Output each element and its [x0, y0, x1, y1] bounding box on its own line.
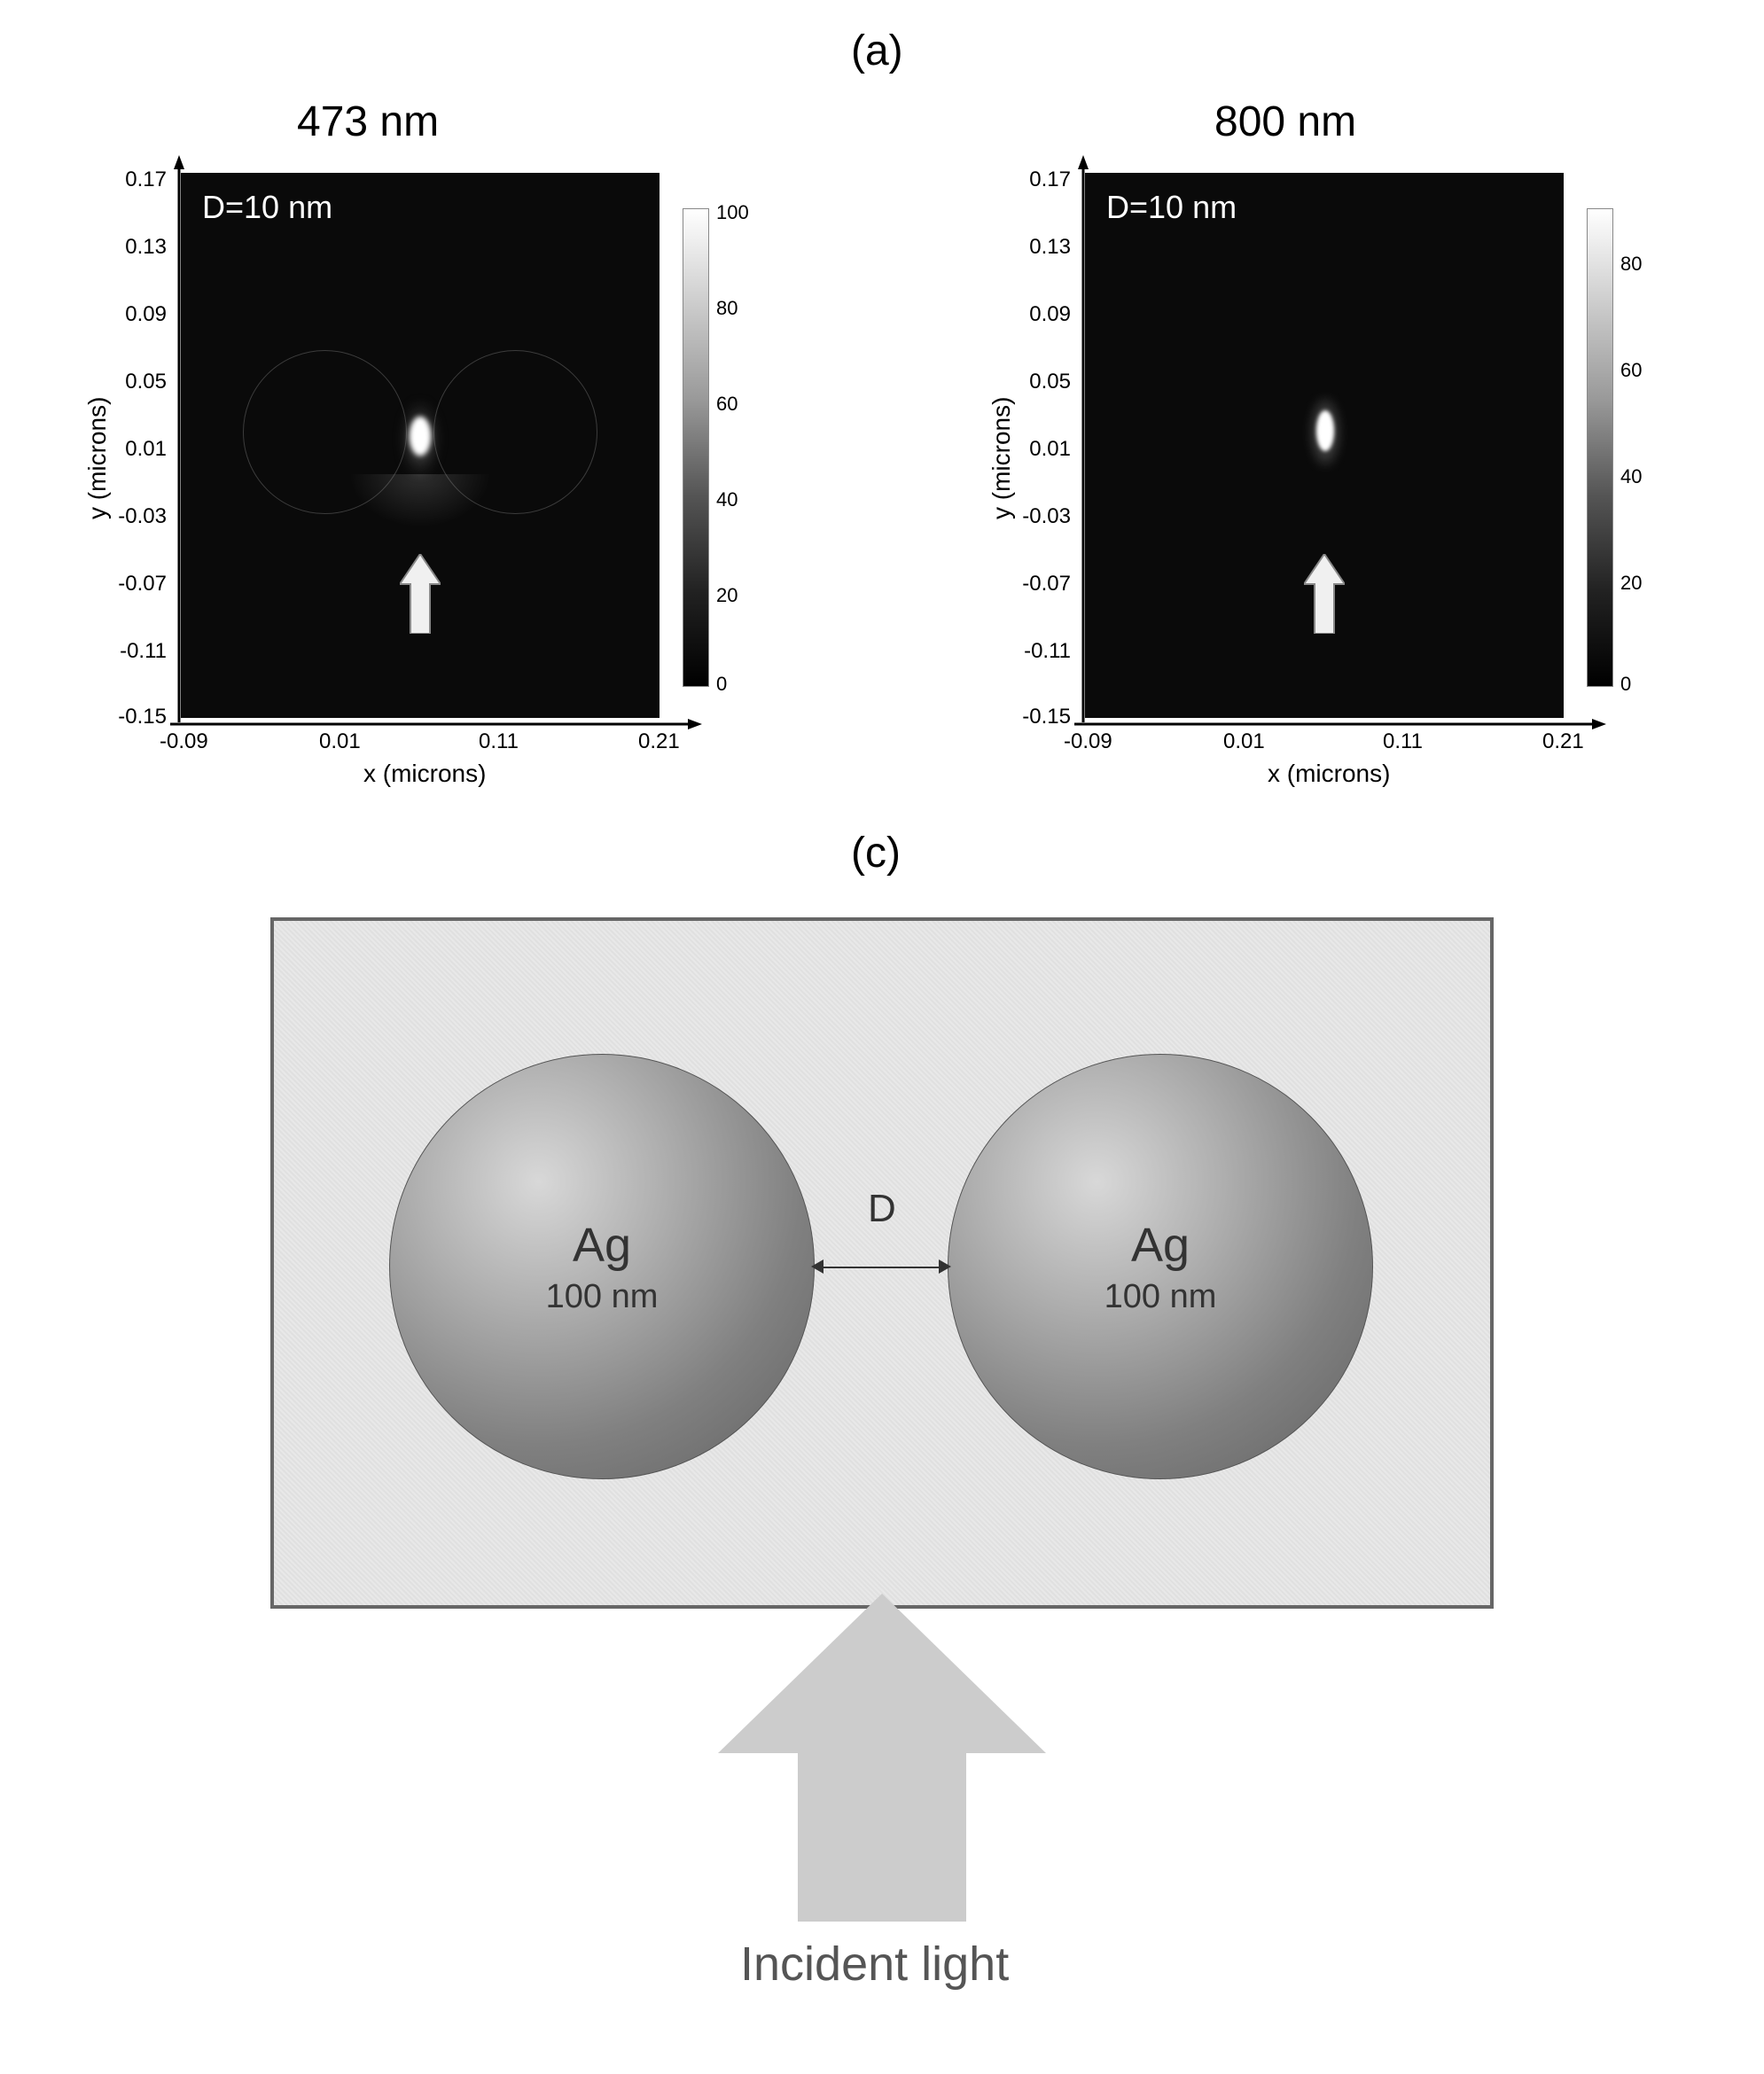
left-sphere-size: 100 nm — [546, 1278, 659, 1316]
up-arrow-icon — [400, 554, 441, 634]
ytick: 0.09 — [1029, 302, 1071, 327]
cbar-tick: 80 — [716, 297, 738, 320]
cbar-tick: 100 — [716, 201, 749, 224]
cbar-tick: 0 — [1620, 673, 1631, 696]
x-axis-arrow-icon — [170, 715, 702, 733]
xtick: -0.09 — [1064, 729, 1112, 754]
right-plot-area: D=10 nm — [1085, 173, 1564, 718]
panel-a-label: (a) — [851, 27, 903, 75]
right-colorbar: 80 60 40 20 0 — [1587, 208, 1613, 687]
ytick: 0.09 — [125, 302, 167, 327]
up-arrow-icon — [1304, 554, 1345, 634]
gap-arrow-right-icon — [939, 1259, 951, 1274]
right-hotspot-core — [1316, 410, 1334, 451]
xtick: 0.11 — [1383, 729, 1423, 754]
right-sphere: Ag 100 nm — [948, 1054, 1373, 1479]
ytick: 0.05 — [1029, 370, 1071, 394]
left-sphere: Ag 100 nm — [389, 1054, 815, 1479]
ytick: -0.03 — [1022, 504, 1071, 529]
left-arc-trail — [349, 474, 491, 527]
ytick: 0.01 — [1029, 437, 1071, 462]
ytick: -0.07 — [1022, 572, 1071, 596]
x-axis-arrow-icon — [1074, 715, 1606, 733]
right-xlabel: x (microns) — [1268, 760, 1390, 788]
ytick: -0.11 — [120, 639, 167, 664]
gap-arrow-left-icon — [811, 1259, 823, 1274]
xtick: 0.11 — [479, 729, 519, 754]
left-plot-area: D=10 nm — [181, 173, 660, 718]
ytick: 0.13 — [1029, 235, 1071, 260]
ytick: -0.15 — [1022, 705, 1071, 729]
cbar-tick: 20 — [716, 584, 738, 607]
cbar-tick: 40 — [1620, 465, 1642, 488]
panel-c-label: (c) — [851, 829, 901, 877]
gap-d-label: D — [868, 1187, 896, 1231]
right-plot: D=10 nm 0.17 0.13 0.09 0.05 0.01 -0.03 -… — [1081, 173, 1578, 722]
left-xlabel: x (microns) — [363, 760, 486, 788]
cbar-tick: 80 — [1620, 253, 1642, 276]
ytick: 0.05 — [125, 370, 167, 394]
left-hotspot-core — [410, 417, 431, 456]
left-sphere-material: Ag — [573, 1218, 631, 1273]
left-plot: D=10 nm 0.17 0.13 0.09 0.05 0.01 -0.03 -… — [177, 173, 674, 722]
right-sphere-material: Ag — [1131, 1218, 1190, 1273]
right-ylabel: y (microns) — [987, 378, 1016, 519]
ytick: -0.07 — [118, 572, 167, 596]
xtick: 0.21 — [638, 729, 680, 754]
right-overlay-text: D=10 nm — [1106, 189, 1237, 226]
xtick: -0.09 — [160, 729, 208, 754]
incident-light-arrow-icon — [718, 1594, 1046, 1922]
diagram-box: Ag 100 nm Ag 100 nm D — [270, 917, 1494, 1609]
cbar-tick: 40 — [716, 488, 738, 511]
left-ylabel: y (microns) — [83, 378, 112, 519]
xtick: 0.01 — [319, 729, 361, 754]
ytick: -0.15 — [118, 705, 167, 729]
cbar-tick: 20 — [1620, 572, 1642, 595]
xtick: 0.01 — [1223, 729, 1265, 754]
colorbar-gradient — [1587, 208, 1613, 687]
gap-arrow-line — [822, 1267, 941, 1268]
ytick: -0.11 — [1024, 639, 1071, 664]
colorbar-gradient — [683, 208, 709, 687]
right-plot-title: 800 nm — [1214, 97, 1356, 146]
ytick: -0.03 — [118, 504, 167, 529]
cbar-tick: 60 — [716, 393, 738, 416]
right-sphere-size: 100 nm — [1104, 1278, 1217, 1316]
xtick: 0.21 — [1542, 729, 1584, 754]
left-plot-title: 473 nm — [297, 97, 439, 146]
ytick: 0.01 — [125, 437, 167, 462]
ytick: 0.17 — [1029, 168, 1071, 192]
cbar-tick: 60 — [1620, 359, 1642, 382]
ytick: 0.17 — [125, 168, 167, 192]
left-overlay-text: D=10 nm — [202, 189, 332, 226]
cbar-tick: 0 — [716, 673, 727, 696]
ytick: 0.13 — [125, 235, 167, 260]
left-colorbar: 100 80 60 40 20 0 — [683, 208, 709, 687]
incident-light-label: Incident light — [740, 1937, 1009, 1992]
